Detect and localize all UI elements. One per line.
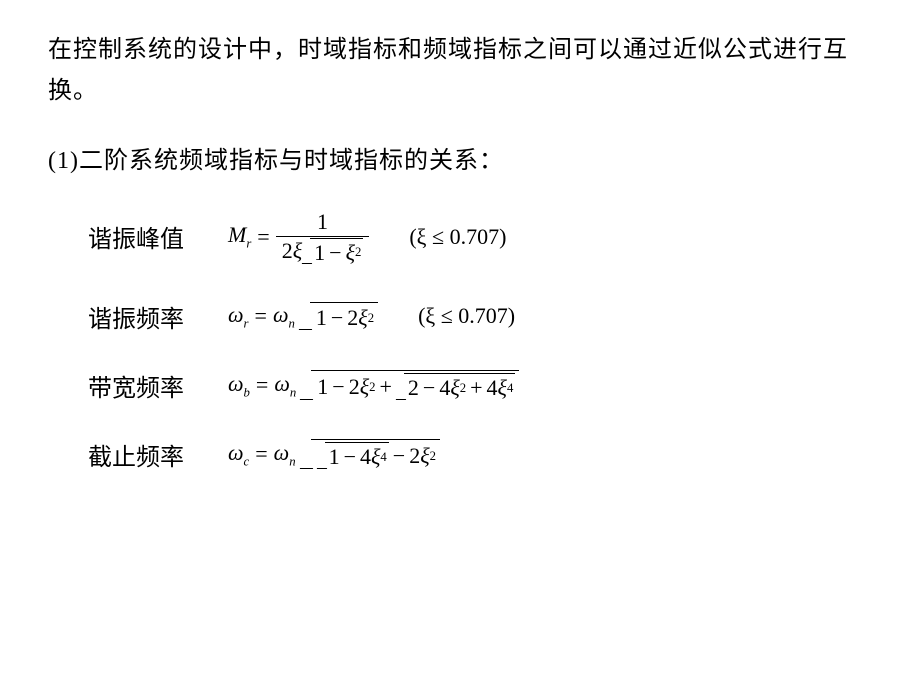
sqrt-inner-icon: 1−4ξ4 — [317, 442, 389, 469]
equals-icon: = — [256, 372, 268, 398]
formula-wr: ωr = ωn 1−2ξ2 — [228, 302, 378, 331]
sqrt-icon: 1−2ξ2 — [299, 302, 378, 330]
sqrt-icon: 1−ξ2 — [302, 238, 363, 265]
sqrt-inner-icon: 2−4ξ2 +4ξ4 — [396, 373, 515, 400]
formula-row-bandwidth: 带宽频率 ωb = ωn 1−2ξ2 + 2−4ξ2 +4ξ4 — [48, 368, 872, 403]
sym-wc: ωc — [228, 440, 249, 469]
fraction-mr: 1 2ξ 1−ξ2 — [276, 209, 370, 265]
label-bandwidth: 带宽频率 — [88, 368, 228, 403]
numerator-one: 1 — [311, 209, 334, 236]
sqrt-outer-icon: 1−4ξ4 −2ξ2 — [300, 439, 440, 469]
sym-wn: ωn — [273, 302, 295, 331]
equals-icon: = — [257, 224, 269, 250]
sym-wr: ωr — [228, 302, 249, 331]
sym-wn: ωn — [274, 440, 296, 469]
intro-text: 在控制系统的设计中，时域指标和频域指标之间可以通过近似公式进行互换。 — [48, 30, 872, 112]
sym-wn: ωn — [274, 371, 296, 400]
label-resonance-peak: 谐振峰值 — [88, 219, 228, 254]
equals-icon: = — [255, 441, 267, 467]
formula-wb: ωb = ωn 1−2ξ2 + 2−4ξ2 +4ξ4 — [228, 370, 519, 400]
equals-icon: = — [255, 303, 267, 329]
formula-mr: Mr = 1 2ξ 1−ξ2 — [228, 209, 369, 265]
section-title: (1)二阶系统频域指标与时域指标的关系： — [48, 140, 872, 175]
formula-wc: ωc = ωn 1−4ξ4 −2ξ2 — [228, 439, 440, 469]
label-resonance-freq: 谐振频率 — [88, 299, 228, 334]
formula-row-resonance-peak: 谐振峰值 Mr = 1 2ξ 1−ξ2 (ξ ≤ 0.707) — [48, 209, 872, 265]
label-cutoff: 截止频率 — [88, 437, 228, 472]
denominator-mr: 2ξ 1−ξ2 — [276, 236, 370, 265]
sym-wb: ωb — [228, 371, 250, 400]
condition-r1: (ξ ≤ 0.707) — [409, 224, 506, 250]
sqrt-outer-icon: 1−2ξ2 + 2−4ξ2 +4ξ4 — [300, 370, 519, 400]
condition-r2: (ξ ≤ 0.707) — [418, 303, 515, 329]
sym-mr: Mr — [228, 222, 251, 251]
formula-row-cutoff: 截止频率 ωc = ωn 1−4ξ4 −2ξ2 — [48, 437, 872, 472]
formula-row-resonance-freq: 谐振频率 ωr = ωn 1−2ξ2 (ξ ≤ 0.707) — [48, 299, 872, 334]
